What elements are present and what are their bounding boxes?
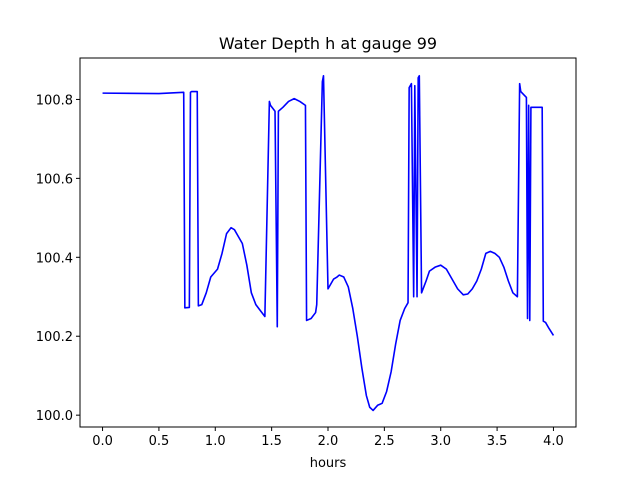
- x-tick-label: 4.0: [543, 434, 564, 449]
- x-tick-label: 3.5: [487, 434, 508, 449]
- y-axis-ticks: 100.0 100.2 100.4 100.6 100.8: [36, 93, 80, 424]
- plot-frame: [79, 57, 577, 428]
- x-tick-label: 2.0: [318, 434, 339, 449]
- x-tick-label: 0.0: [92, 434, 113, 449]
- x-tick-label: 2.5: [374, 434, 395, 449]
- y-tick-label: 100.2: [36, 330, 73, 345]
- x-tick-label: 3.0: [430, 434, 451, 449]
- y-tick-label: 100.6: [36, 172, 73, 187]
- x-axis-label: hours: [310, 456, 347, 471]
- x-tick-label: 0.5: [149, 434, 170, 449]
- series-line-1: [102, 74, 555, 412]
- y-tick-label: 100.4: [36, 251, 73, 266]
- chart-title: Water Depth h at gauge 99: [219, 34, 437, 53]
- y-tick-label: 100.8: [36, 93, 73, 108]
- y-tick-label: 100.0: [36, 409, 73, 424]
- x-axis-ticks: 0.0 0.5 1.0 1.5 2.0 2.5 3.0 3.5 4.0: [92, 427, 564, 449]
- x-tick-label: 1.0: [205, 434, 226, 449]
- x-tick-label: 1.5: [261, 434, 282, 449]
- plot-lines: [102, 74, 555, 412]
